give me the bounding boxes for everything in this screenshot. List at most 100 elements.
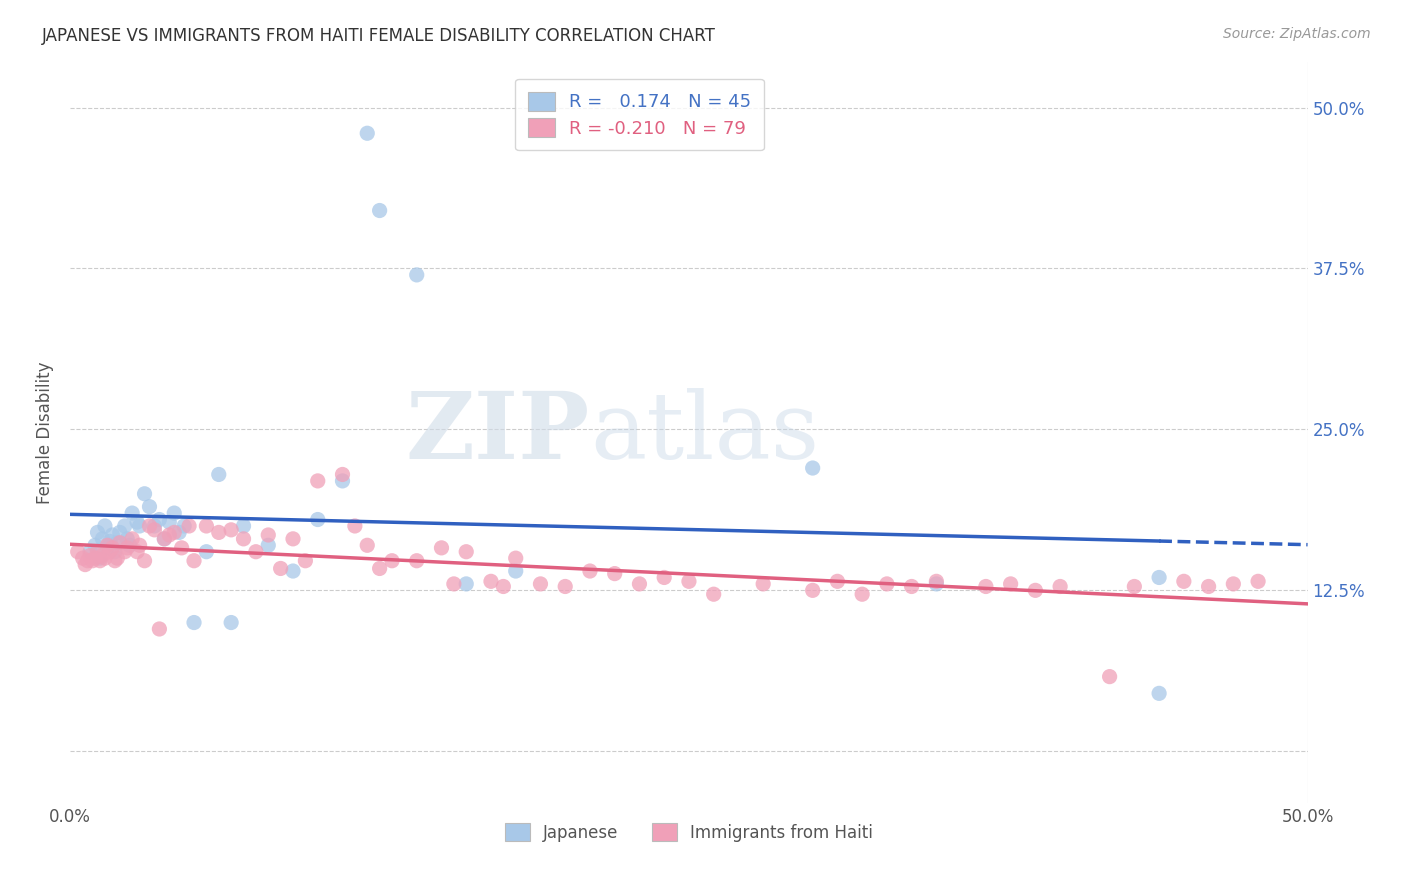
Point xyxy=(281,532,304,546)
Point xyxy=(84,551,107,566)
Point xyxy=(356,126,378,140)
Point xyxy=(94,551,117,566)
Point xyxy=(108,535,131,549)
Point xyxy=(368,561,391,575)
Point xyxy=(143,519,166,533)
Point xyxy=(827,574,849,589)
Point xyxy=(86,545,108,559)
Point xyxy=(257,528,280,542)
Point xyxy=(1173,574,1195,589)
Point xyxy=(84,538,107,552)
Point xyxy=(79,549,101,563)
Point xyxy=(104,545,127,559)
Point xyxy=(1000,577,1022,591)
Point xyxy=(163,525,186,540)
Point xyxy=(114,519,136,533)
Y-axis label: Female Disability: Female Disability xyxy=(37,361,55,504)
Text: JAPANESE VS IMMIGRANTS FROM HAITI FEMALE DISABILITY CORRELATION CHART: JAPANESE VS IMMIGRANTS FROM HAITI FEMALE… xyxy=(42,27,716,45)
Point xyxy=(89,554,111,568)
Point xyxy=(157,528,180,542)
Point xyxy=(128,538,150,552)
Point xyxy=(1147,570,1170,584)
Point xyxy=(76,554,98,568)
Point xyxy=(72,551,94,566)
Point xyxy=(134,487,156,501)
Point xyxy=(232,532,254,546)
Point xyxy=(270,561,292,575)
Point xyxy=(405,554,427,568)
Point xyxy=(82,554,104,568)
Point xyxy=(114,545,136,559)
Point xyxy=(492,579,515,593)
Point xyxy=(479,574,502,589)
Point xyxy=(105,535,128,549)
Point xyxy=(105,551,128,566)
Point xyxy=(127,515,149,529)
Point xyxy=(183,554,205,568)
Point xyxy=(851,587,873,601)
Point xyxy=(554,579,576,593)
Point xyxy=(232,519,254,533)
Point xyxy=(91,549,114,563)
Point xyxy=(430,541,453,555)
Point xyxy=(153,532,176,546)
Point xyxy=(94,519,117,533)
Point xyxy=(195,545,218,559)
Point xyxy=(177,519,200,533)
Point xyxy=(1247,574,1270,589)
Point xyxy=(96,541,118,555)
Point xyxy=(115,541,138,555)
Point xyxy=(75,558,97,572)
Point xyxy=(579,564,602,578)
Point xyxy=(332,467,354,482)
Point xyxy=(1098,670,1121,684)
Text: ZIP: ZIP xyxy=(406,388,591,477)
Point xyxy=(104,554,127,568)
Point xyxy=(900,579,922,593)
Point xyxy=(183,615,205,630)
Point xyxy=(108,525,131,540)
Point xyxy=(121,532,143,546)
Point xyxy=(66,545,89,559)
Point xyxy=(456,577,478,591)
Point xyxy=(703,587,725,601)
Point xyxy=(443,577,465,591)
Point xyxy=(628,577,651,591)
Point xyxy=(529,577,551,591)
Point xyxy=(801,461,824,475)
Point xyxy=(118,538,141,552)
Point xyxy=(208,525,231,540)
Point xyxy=(79,545,101,559)
Point xyxy=(1049,579,1071,593)
Point xyxy=(925,577,948,591)
Point xyxy=(1147,686,1170,700)
Point xyxy=(678,574,700,589)
Point xyxy=(91,532,114,546)
Point xyxy=(195,519,218,533)
Point xyxy=(876,577,898,591)
Point xyxy=(138,500,160,514)
Point xyxy=(98,545,121,559)
Point xyxy=(381,554,404,568)
Point xyxy=(257,538,280,552)
Text: Source: ZipAtlas.com: Source: ZipAtlas.com xyxy=(1223,27,1371,41)
Point xyxy=(173,519,195,533)
Point xyxy=(148,512,170,526)
Point xyxy=(368,203,391,218)
Point xyxy=(343,519,366,533)
Point xyxy=(405,268,427,282)
Point xyxy=(115,532,138,546)
Point xyxy=(294,554,316,568)
Point xyxy=(801,583,824,598)
Point xyxy=(307,474,329,488)
Point xyxy=(138,519,160,533)
Point xyxy=(208,467,231,482)
Point xyxy=(148,622,170,636)
Point xyxy=(101,528,124,542)
Point xyxy=(89,551,111,566)
Point xyxy=(96,538,118,552)
Point xyxy=(752,577,775,591)
Point xyxy=(101,541,124,555)
Point xyxy=(163,506,186,520)
Point xyxy=(456,545,478,559)
